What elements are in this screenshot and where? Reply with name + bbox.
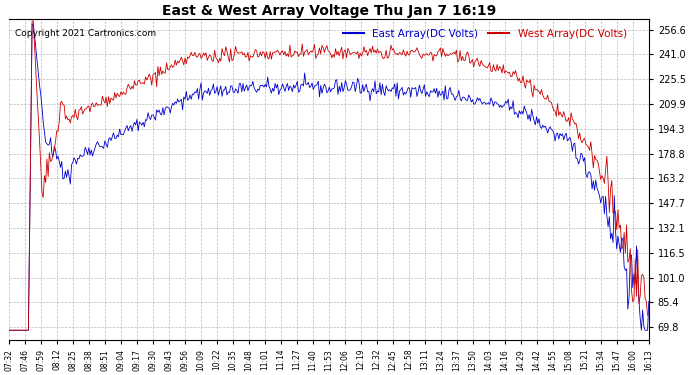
Text: Copyright 2021 Cartronics.com: Copyright 2021 Cartronics.com — [15, 29, 156, 38]
Title: East & West Array Voltage Thu Jan 7 16:19: East & West Array Voltage Thu Jan 7 16:1… — [161, 4, 496, 18]
Legend: East Array(DC Volts), West Array(DC Volts): East Array(DC Volts), West Array(DC Volt… — [339, 24, 631, 43]
